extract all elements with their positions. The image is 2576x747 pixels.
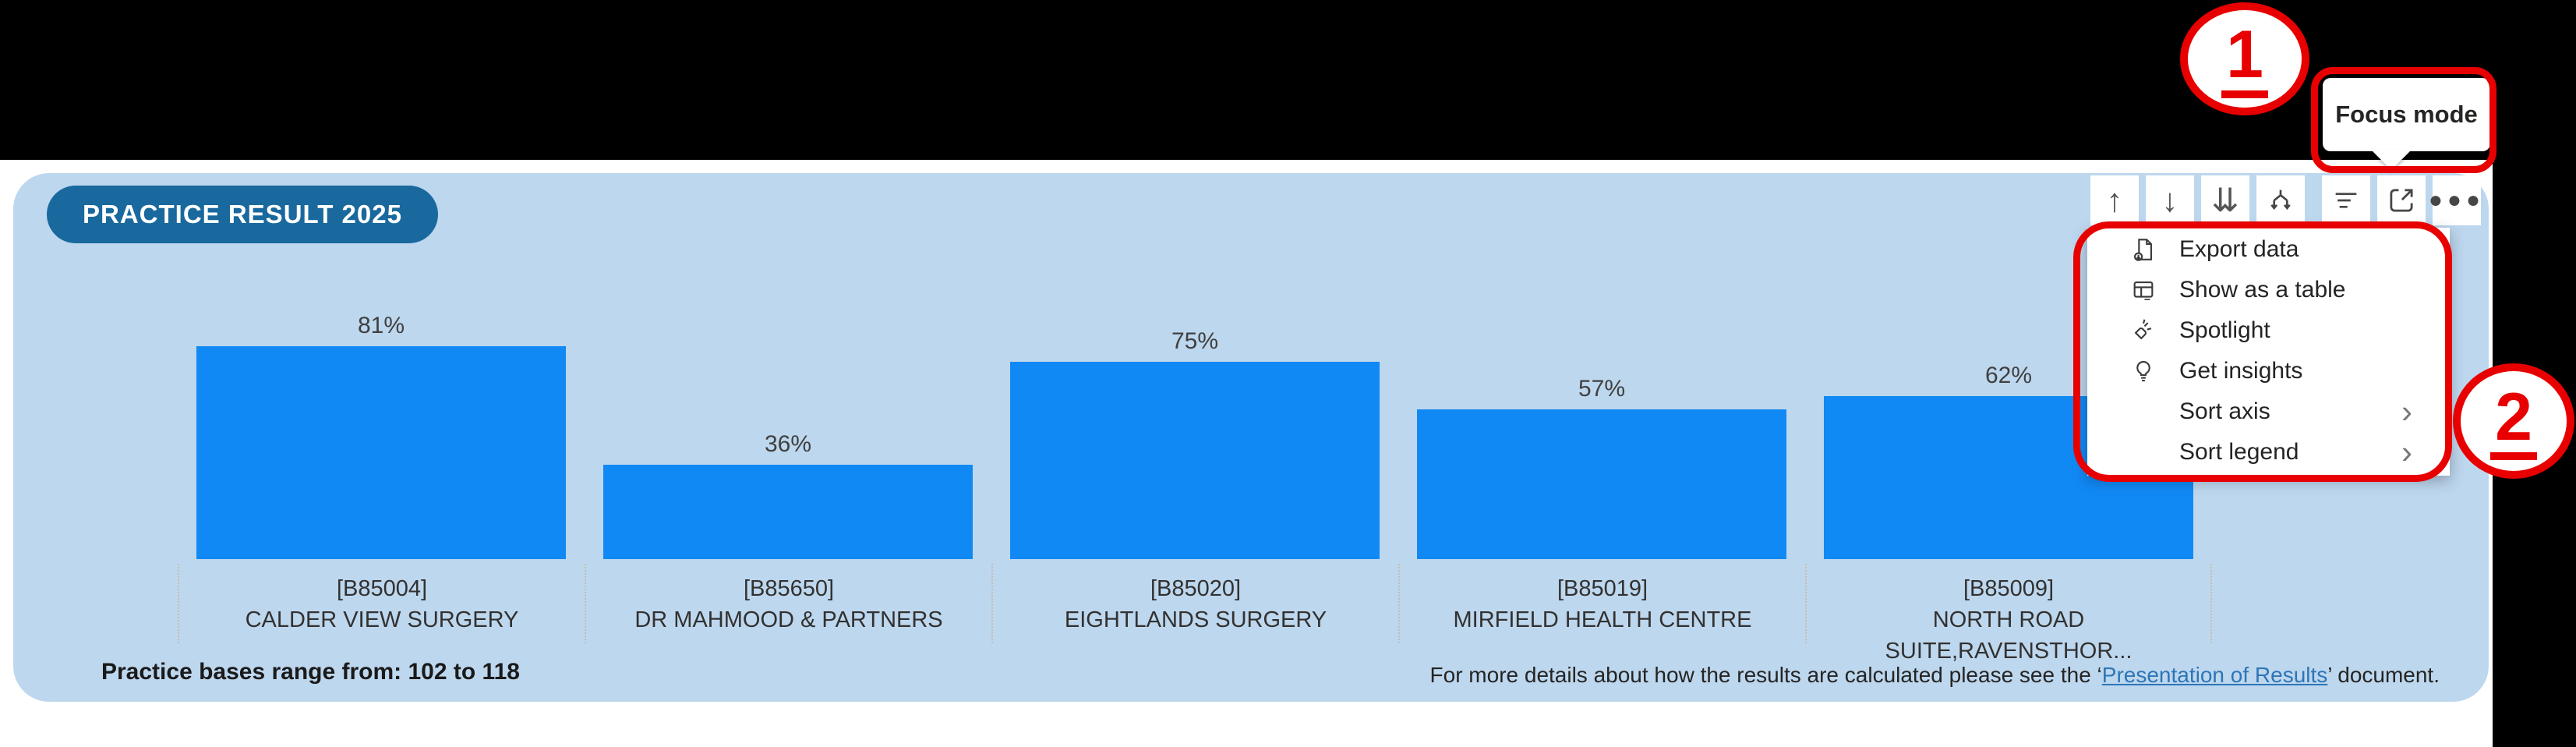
visual-title-badge: PRACTICE RESULT 2025 <box>47 186 438 243</box>
annotation-step-1: 1 <box>2180 2 2309 115</box>
bar[interactable] <box>1010 362 1380 559</box>
bar[interactable] <box>603 465 973 559</box>
bar-value-label: 62% <box>1984 363 2033 388</box>
category-name: NORTH ROAD SUITE,RAVENSTHOR... <box>1885 607 2133 664</box>
focus-mode-tooltip: Focus mode <box>2323 78 2490 151</box>
category-code: [B85009] <box>1963 576 2055 601</box>
category-name: EIGHTLANDS SURGERY <box>1064 607 1327 632</box>
practice-bases-note: Practice bases range from: 102 to 118 <box>101 659 520 685</box>
focus-expand-icon <box>2390 189 2413 212</box>
more-options-button[interactable]: ●●● <box>2429 175 2481 225</box>
annotation-box-menu <box>2073 221 2452 482</box>
annotation-box-focus-mode <box>2311 67 2496 173</box>
bar-value-label: 75% <box>1171 328 1219 354</box>
menu-item-get-insights[interactable]: Get insights <box>2087 351 2450 391</box>
export-icon <box>2128 236 2159 263</box>
bar[interactable] <box>196 346 566 559</box>
filters-button[interactable] <box>2322 175 2370 225</box>
bar-value-label: 36% <box>764 431 812 457</box>
menu-item-sort-legend[interactable]: Sort legend › <box>2179 434 2412 470</box>
category-code: [B85650] <box>743 576 835 601</box>
category-code: [B85019] <box>1557 576 1648 601</box>
footnote-text-suffix: ’ document. <box>2327 663 2440 687</box>
category-name: CALDER VIEW SURGERY <box>245 607 519 632</box>
insights-icon <box>2128 358 2159 384</box>
results-footnote: For more details about how the results a… <box>1430 663 2440 688</box>
category-label: [B85019] MIRFIELD HEALTH CENTRE <box>1398 564 1805 643</box>
category-name: MIRFIELD HEALTH CENTRE <box>1453 607 1752 632</box>
category-axis: [B85004] CALDER VIEW SURGERY [B85650] DR MA… <box>178 564 2212 664</box>
menu-item-label: Sort axis <box>2179 398 2270 424</box>
drill-down-button[interactable]: ↓ <box>2146 175 2194 225</box>
bar-value-label: 81% <box>357 313 405 338</box>
menu-item-label: Get insights <box>2179 358 2303 384</box>
fork-arrow-down-icon <box>2270 189 2291 211</box>
category-code: [B85020] <box>1150 576 1242 601</box>
category-label: [B85020] EIGHTLANDS SURGERY <box>991 564 1398 643</box>
table-icon <box>2128 277 2159 303</box>
bar-column: 81% <box>178 296 585 559</box>
presentation-of-results-link[interactable]: Presentation of Results <box>2101 663 2328 687</box>
filter-lines-icon <box>2335 193 2357 208</box>
footnote-text-prefix: For more details about how the results a… <box>1429 663 2102 687</box>
category-label: [B85009] NORTH ROAD SUITE,RAVENSTHOR... <box>1805 564 2212 664</box>
ellipsis-icon: ●●● <box>2428 187 2486 213</box>
menu-item-sort-axis[interactable]: Sort axis › <box>2179 393 2412 430</box>
annotation-step-2: 2 <box>2453 363 2574 479</box>
drill-up-button[interactable]: ↑ <box>2090 175 2139 225</box>
category-label: [B85650] DR MAHMOOD & PARTNERS <box>585 564 991 643</box>
step-1-number: 1 <box>2221 19 2268 98</box>
focus-mode-button[interactable] <box>2377 175 2426 225</box>
category-label: [B85004] CALDER VIEW SURGERY <box>178 564 585 643</box>
category-name: DR MAHMOOD & PARTNERS <box>634 607 943 632</box>
step-2-number: 2 <box>2490 382 2537 461</box>
bar-column: 57% <box>1398 296 1805 559</box>
menu-item-label: Export data <box>2179 236 2299 262</box>
visual-header-toolbar: ↑ ↓ ⇊ ●●● <box>2090 175 2481 225</box>
menu-item-export-data[interactable]: Export data <box>2087 229 2450 270</box>
visual-options-menu: Export data Show as a table Spotlight Ge… <box>2087 228 2450 476</box>
menu-item-label: Show as a table <box>2179 277 2346 303</box>
drill-mode-button[interactable] <box>2256 175 2305 225</box>
bar-value-label: 57% <box>1578 376 1626 402</box>
spotlight-icon <box>2128 317 2159 344</box>
menu-item-label: Spotlight <box>2179 317 2270 343</box>
bar-column: 75% <box>991 296 1398 559</box>
arrow-down-icon: ↓ <box>2161 182 2178 218</box>
expand-all-down-button[interactable]: ⇊ <box>2201 175 2249 225</box>
bar-column: 36% <box>585 296 991 559</box>
bar-chart-plot-area: 81% 36% 75% 57% 62% <box>178 296 2212 559</box>
arrow-up-icon: ↑ <box>2106 182 2123 218</box>
category-code: [B85004] <box>336 576 428 601</box>
focus-mode-tooltip-label: Focus mode <box>2335 101 2478 128</box>
menu-item-label: Sort legend <box>2179 439 2299 465</box>
bar[interactable] <box>1417 409 1786 559</box>
menu-item-spotlight[interactable]: Spotlight <box>2087 310 2450 351</box>
double-arrow-down-icon: ⇊ <box>2211 182 2239 218</box>
visual-title: PRACTICE RESULT 2025 <box>83 200 402 228</box>
menu-item-show-as-table[interactable]: Show as a table <box>2087 270 2450 310</box>
